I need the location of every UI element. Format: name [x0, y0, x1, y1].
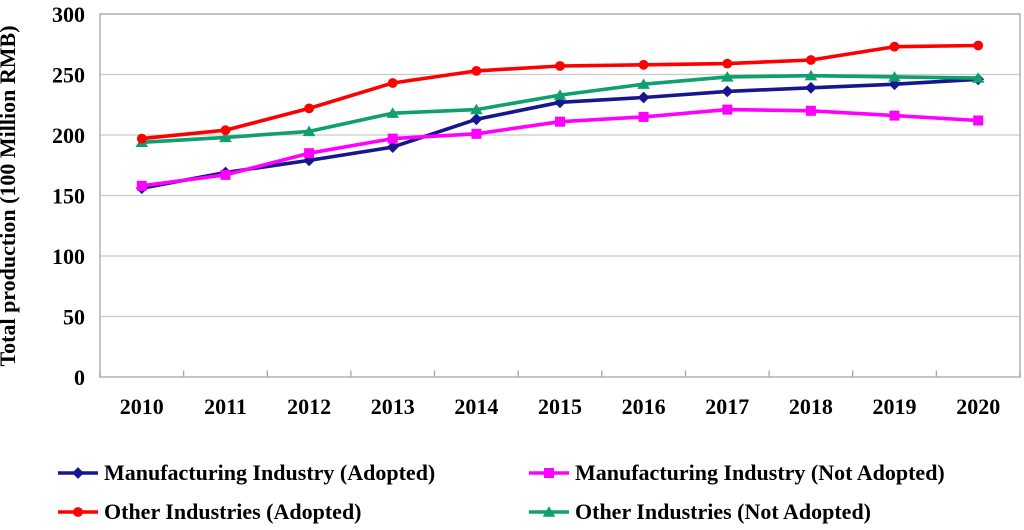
- legend-marker-triangle: [542, 506, 556, 517]
- data-point-circle: [220, 125, 231, 136]
- data-point-diamond: [637, 91, 650, 104]
- x-tick-label: 2019: [873, 394, 917, 419]
- data-point-square: [973, 115, 984, 126]
- x-tick-label: 2016: [622, 394, 666, 419]
- legend-item: Other Industries (Adopted): [58, 499, 362, 525]
- data-point-square: [387, 133, 398, 144]
- legend-marker-circle: [73, 507, 83, 517]
- data-point-square: [220, 169, 231, 180]
- data-point-circle: [889, 41, 900, 52]
- y-tick-label: 150: [52, 184, 85, 209]
- y-tick-label: 200: [52, 123, 85, 148]
- x-tick-label: 2017: [705, 394, 749, 419]
- legend-marker-diamond: [72, 467, 84, 479]
- data-point-square: [722, 104, 733, 115]
- line-chart-canvas: 0 50 100 150 200 250 300 2010 2011 2012 2013 2014 20…: [0, 2, 1021, 419]
- series-diamond: [135, 73, 985, 195]
- x-tick-label: 2018: [789, 394, 833, 419]
- legend-item: Other Industries (Not Adopted): [529, 499, 871, 525]
- x-tick-label: 2011: [204, 394, 247, 419]
- y-tick-label: 0: [74, 365, 85, 390]
- data-point-square: [555, 116, 565, 127]
- data-point-triangle: [971, 72, 985, 83]
- data-point-diamond: [386, 141, 399, 153]
- data-point-diamond: [805, 81, 817, 94]
- data-point-triangle: [721, 71, 734, 82]
- data-point-diamond: [721, 85, 734, 98]
- x-tick-label: 2010: [120, 394, 164, 419]
- legend-item: Manufacturing Industry (Not Adopted): [529, 460, 945, 486]
- y-tick-label: 50: [63, 305, 85, 330]
- data-point-triangle: [470, 103, 483, 115]
- data-point-circle: [304, 103, 314, 114]
- legend-label: Manufacturing Industry (Adopted): [104, 460, 436, 485]
- data-point-square: [805, 105, 816, 116]
- x-tick-label: 2013: [371, 394, 415, 419]
- data-point-triangle: [553, 89, 567, 100]
- legend-label: Manufacturing Industry (Not Adopted): [575, 460, 945, 485]
- data-point-circle: [387, 78, 398, 88]
- legend-marker-square: [544, 468, 554, 478]
- y-tick-label: 250: [52, 63, 85, 88]
- data-point-circle: [471, 66, 482, 76]
- data-point-diamond: [470, 113, 483, 126]
- data-point-circle: [638, 59, 649, 70]
- data-point-triangle: [219, 131, 232, 143]
- data-point-triangle: [637, 78, 650, 89]
- data-point-circle: [136, 133, 147, 144]
- plot-border: [99, 13, 1021, 378]
- legend-key-circle-icon: [58, 507, 98, 517]
- x-tick-label: 2015: [538, 394, 582, 419]
- x-tick-label: 2014: [454, 394, 498, 419]
- data-point-square: [304, 148, 315, 159]
- data-point-triangle: [386, 107, 399, 118]
- data-point-triangle: [302, 125, 316, 137]
- data-point-square: [136, 180, 147, 191]
- y-tick-label: 300: [52, 2, 85, 27]
- x-tick-label: 2020: [956, 394, 1000, 419]
- legend-key-square-icon: [529, 468, 569, 478]
- data-point-square: [638, 111, 649, 122]
- data-point-circle: [973, 40, 984, 51]
- data-point-square: [889, 110, 900, 121]
- legend-key-triangle-icon: [529, 506, 569, 517]
- y-tick-label: 100: [52, 244, 85, 269]
- data-point-circle: [722, 58, 733, 69]
- series-triangle: [135, 69, 985, 147]
- legend-key-diamond-icon: [58, 467, 98, 479]
- data-point-triangle: [888, 71, 901, 82]
- data-point-square: [471, 128, 482, 139]
- data-point-circle: [806, 55, 816, 65]
- data-point-circle: [555, 61, 565, 71]
- legend-label: Other Industries (Adopted): [104, 499, 362, 524]
- legend-item: Manufacturing Industry (Adopted): [58, 460, 435, 486]
- series-square: [136, 104, 984, 191]
- series-circle: [136, 40, 984, 144]
- y-axis-title: Total production (100 Million RMB): [0, 25, 20, 366]
- x-tick-label: 2012: [287, 394, 331, 419]
- data-point-triangle: [804, 69, 818, 81]
- legend-label: Other Industries (Not Adopted): [575, 499, 872, 524]
- data-point-diamond: [554, 96, 566, 109]
